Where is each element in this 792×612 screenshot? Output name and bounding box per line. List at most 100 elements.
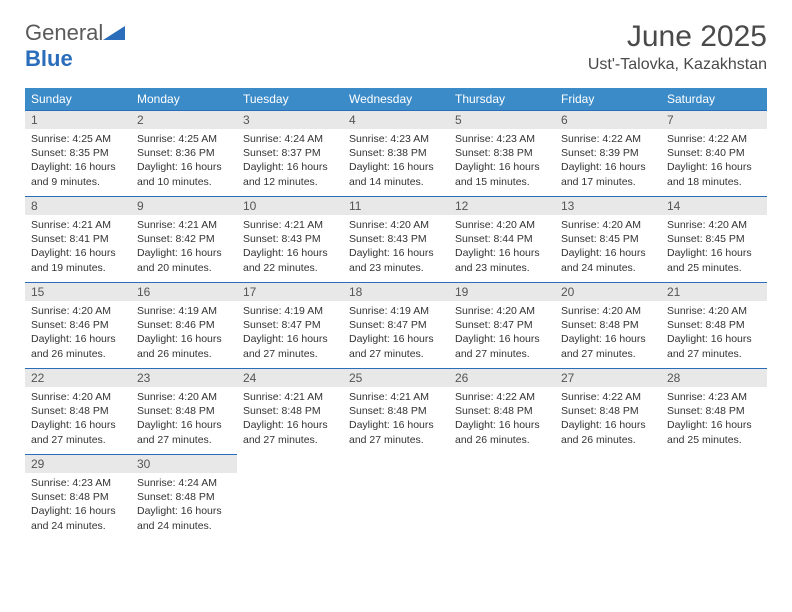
day-info: Sunrise: 4:23 AMSunset: 8:48 PMDaylight:… xyxy=(25,473,131,539)
day-number: 22 xyxy=(25,369,131,387)
calendar-cell: 23Sunrise: 4:20 AMSunset: 8:48 PMDayligh… xyxy=(131,368,237,454)
calendar-cell: 16Sunrise: 4:19 AMSunset: 8:46 PMDayligh… xyxy=(131,282,237,368)
day-info: Sunrise: 4:20 AMSunset: 8:45 PMDaylight:… xyxy=(555,215,661,281)
calendar-cell xyxy=(237,454,343,540)
calendar-cell xyxy=(555,454,661,540)
day-info: Sunrise: 4:20 AMSunset: 8:45 PMDaylight:… xyxy=(661,215,767,281)
day-number: 19 xyxy=(449,283,555,301)
day-number: 2 xyxy=(131,111,237,129)
day-number: 24 xyxy=(237,369,343,387)
day-number: 12 xyxy=(449,197,555,215)
calendar-cell xyxy=(661,454,767,540)
calendar-cell: 6Sunrise: 4:22 AMSunset: 8:39 PMDaylight… xyxy=(555,110,661,196)
calendar-cell: 22Sunrise: 4:20 AMSunset: 8:48 PMDayligh… xyxy=(25,368,131,454)
day-number: 29 xyxy=(25,455,131,473)
calendar-header-row: Sunday Monday Tuesday Wednesday Thursday… xyxy=(25,88,767,110)
day-info: Sunrise: 4:24 AMSunset: 8:48 PMDaylight:… xyxy=(131,473,237,539)
day-number: 10 xyxy=(237,197,343,215)
day-number: 3 xyxy=(237,111,343,129)
logo-triangle-icon xyxy=(103,20,125,46)
day-info: Sunrise: 4:21 AMSunset: 8:48 PMDaylight:… xyxy=(343,387,449,453)
day-number: 23 xyxy=(131,369,237,387)
day-info: Sunrise: 4:25 AMSunset: 8:35 PMDaylight:… xyxy=(25,129,131,195)
calendar-cell: 21Sunrise: 4:20 AMSunset: 8:48 PMDayligh… xyxy=(661,282,767,368)
day-number: 16 xyxy=(131,283,237,301)
day-number: 14 xyxy=(661,197,767,215)
calendar-cell: 12Sunrise: 4:20 AMSunset: 8:44 PMDayligh… xyxy=(449,196,555,282)
calendar-cell: 9Sunrise: 4:21 AMSunset: 8:42 PMDaylight… xyxy=(131,196,237,282)
calendar-cell: 7Sunrise: 4:22 AMSunset: 8:40 PMDaylight… xyxy=(661,110,767,196)
day-info: Sunrise: 4:20 AMSunset: 8:48 PMDaylight:… xyxy=(661,301,767,367)
logo-text: GeneralBlue xyxy=(25,20,125,72)
calendar-cell: 27Sunrise: 4:22 AMSunset: 8:48 PMDayligh… xyxy=(555,368,661,454)
calendar-cell: 24Sunrise: 4:21 AMSunset: 8:48 PMDayligh… xyxy=(237,368,343,454)
day-info: Sunrise: 4:20 AMSunset: 8:46 PMDaylight:… xyxy=(25,301,131,367)
day-number: 26 xyxy=(449,369,555,387)
day-info: Sunrise: 4:23 AMSunset: 8:38 PMDaylight:… xyxy=(343,129,449,195)
weekday-header: Wednesday xyxy=(343,88,449,110)
day-number: 7 xyxy=(661,111,767,129)
calendar-cell: 28Sunrise: 4:23 AMSunset: 8:48 PMDayligh… xyxy=(661,368,767,454)
day-info: Sunrise: 4:22 AMSunset: 8:48 PMDaylight:… xyxy=(449,387,555,453)
calendar-cell xyxy=(449,454,555,540)
day-info: Sunrise: 4:20 AMSunset: 8:43 PMDaylight:… xyxy=(343,215,449,281)
day-info: Sunrise: 4:25 AMSunset: 8:36 PMDaylight:… xyxy=(131,129,237,195)
calendar-cell: 8Sunrise: 4:21 AMSunset: 8:41 PMDaylight… xyxy=(25,196,131,282)
day-number: 8 xyxy=(25,197,131,215)
weekday-header: Monday xyxy=(131,88,237,110)
calendar-cell: 1Sunrise: 4:25 AMSunset: 8:35 PMDaylight… xyxy=(25,110,131,196)
day-info: Sunrise: 4:22 AMSunset: 8:48 PMDaylight:… xyxy=(555,387,661,453)
calendar-cell: 20Sunrise: 4:20 AMSunset: 8:48 PMDayligh… xyxy=(555,282,661,368)
day-number: 5 xyxy=(449,111,555,129)
calendar-cell: 3Sunrise: 4:24 AMSunset: 8:37 PMDaylight… xyxy=(237,110,343,196)
day-number: 21 xyxy=(661,283,767,301)
day-number: 6 xyxy=(555,111,661,129)
logo: GeneralBlue xyxy=(25,20,125,72)
day-info: Sunrise: 4:23 AMSunset: 8:38 PMDaylight:… xyxy=(449,129,555,195)
calendar-cell: 18Sunrise: 4:19 AMSunset: 8:47 PMDayligh… xyxy=(343,282,449,368)
location: Ust'-Talovka, Kazakhstan xyxy=(588,56,767,74)
day-number: 4 xyxy=(343,111,449,129)
calendar-cell: 11Sunrise: 4:20 AMSunset: 8:43 PMDayligh… xyxy=(343,196,449,282)
day-info: Sunrise: 4:21 AMSunset: 8:41 PMDaylight:… xyxy=(25,215,131,281)
logo-part2: Blue xyxy=(25,46,73,71)
day-info: Sunrise: 4:22 AMSunset: 8:40 PMDaylight:… xyxy=(661,129,767,195)
day-number: 25 xyxy=(343,369,449,387)
weekday-header: Tuesday xyxy=(237,88,343,110)
day-number: 27 xyxy=(555,369,661,387)
calendar-cell: 29Sunrise: 4:23 AMSunset: 8:48 PMDayligh… xyxy=(25,454,131,540)
calendar-cell: 4Sunrise: 4:23 AMSunset: 8:38 PMDaylight… xyxy=(343,110,449,196)
day-number: 18 xyxy=(343,283,449,301)
calendar-body: 1Sunrise: 4:25 AMSunset: 8:35 PMDaylight… xyxy=(25,110,767,540)
weekday-header: Sunday xyxy=(25,88,131,110)
day-number: 20 xyxy=(555,283,661,301)
calendar-cell: 25Sunrise: 4:21 AMSunset: 8:48 PMDayligh… xyxy=(343,368,449,454)
day-number: 9 xyxy=(131,197,237,215)
day-number: 1 xyxy=(25,111,131,129)
calendar-cell: 13Sunrise: 4:20 AMSunset: 8:45 PMDayligh… xyxy=(555,196,661,282)
calendar-cell: 30Sunrise: 4:24 AMSunset: 8:48 PMDayligh… xyxy=(131,454,237,540)
day-number: 11 xyxy=(343,197,449,215)
day-info: Sunrise: 4:21 AMSunset: 8:43 PMDaylight:… xyxy=(237,215,343,281)
day-info: Sunrise: 4:23 AMSunset: 8:48 PMDaylight:… xyxy=(661,387,767,453)
day-number: 15 xyxy=(25,283,131,301)
day-info: Sunrise: 4:20 AMSunset: 8:47 PMDaylight:… xyxy=(449,301,555,367)
day-info: Sunrise: 4:20 AMSunset: 8:48 PMDaylight:… xyxy=(131,387,237,453)
calendar-cell: 15Sunrise: 4:20 AMSunset: 8:46 PMDayligh… xyxy=(25,282,131,368)
day-info: Sunrise: 4:21 AMSunset: 8:48 PMDaylight:… xyxy=(237,387,343,453)
weekday-header: Saturday xyxy=(661,88,767,110)
weekday-header: Friday xyxy=(555,88,661,110)
day-number: 17 xyxy=(237,283,343,301)
weekday-header: Thursday xyxy=(449,88,555,110)
day-info: Sunrise: 4:19 AMSunset: 8:47 PMDaylight:… xyxy=(237,301,343,367)
day-info: Sunrise: 4:20 AMSunset: 8:44 PMDaylight:… xyxy=(449,215,555,281)
day-info: Sunrise: 4:20 AMSunset: 8:48 PMDaylight:… xyxy=(25,387,131,453)
calendar-cell: 17Sunrise: 4:19 AMSunset: 8:47 PMDayligh… xyxy=(237,282,343,368)
day-info: Sunrise: 4:19 AMSunset: 8:46 PMDaylight:… xyxy=(131,301,237,367)
day-info: Sunrise: 4:22 AMSunset: 8:39 PMDaylight:… xyxy=(555,129,661,195)
day-info: Sunrise: 4:24 AMSunset: 8:37 PMDaylight:… xyxy=(237,129,343,195)
calendar-cell: 10Sunrise: 4:21 AMSunset: 8:43 PMDayligh… xyxy=(237,196,343,282)
day-info: Sunrise: 4:21 AMSunset: 8:42 PMDaylight:… xyxy=(131,215,237,281)
calendar-cell xyxy=(343,454,449,540)
day-number: 28 xyxy=(661,369,767,387)
